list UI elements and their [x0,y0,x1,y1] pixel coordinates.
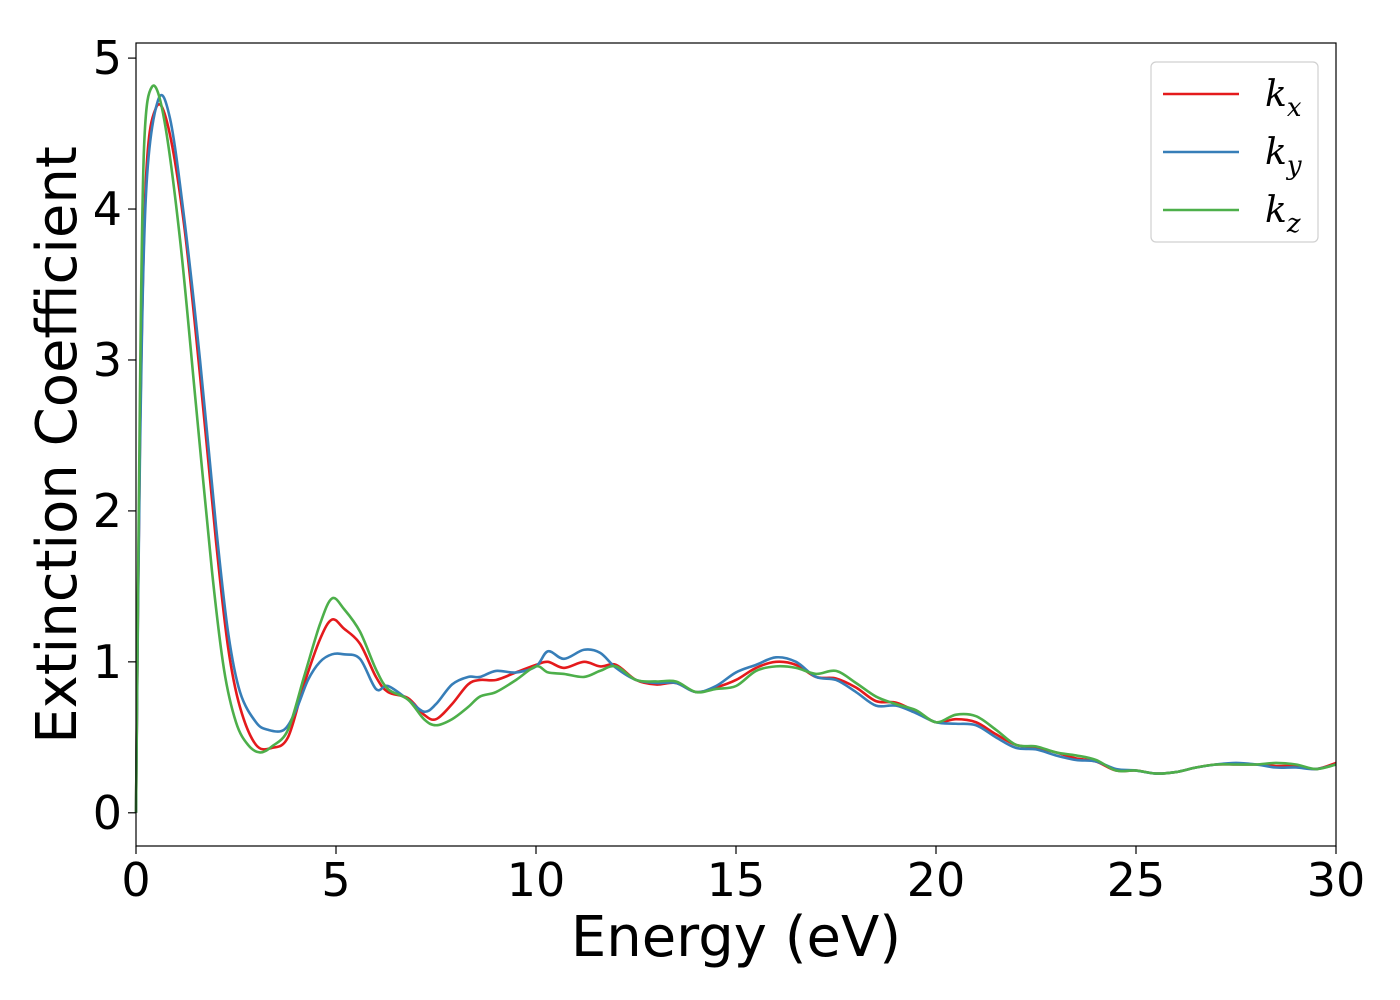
x-tick-label: 0 [121,853,150,907]
y-axis: 0 1 2 3 4 5 [93,31,136,840]
y-tick-label: 2 [93,484,122,538]
y-tick-label: 0 [93,786,122,840]
series-line-y [134,93,1337,813]
y-tick-label: 1 [93,635,122,689]
legend-label-x: kx [1265,74,1302,123]
x-tick-label: 25 [1107,853,1166,907]
y-tick-label: 4 [93,182,122,236]
series-layer [134,84,1337,813]
x-tick-label: 5 [321,853,350,907]
plot-background [136,43,1336,846]
legend: kx ky kz [1150,61,1319,243]
y-tick-label: 5 [93,31,122,85]
x-tick-label: 15 [707,853,766,907]
y-tick-label: 3 [93,333,122,387]
x-tick-label: 20 [907,853,966,907]
y-axis-title: Extinction Coefficient [25,146,90,744]
x-tick-label: 10 [507,853,566,907]
x-tick-label: 30 [1307,853,1366,907]
legend-label-z: kz [1265,190,1301,239]
x-axis: 0 5 10 15 20 25 30 [121,846,1365,907]
x-axis-title: Energy (eV) [571,905,901,970]
legend-label-y: ky [1265,132,1302,181]
series-line-z [134,84,1337,813]
